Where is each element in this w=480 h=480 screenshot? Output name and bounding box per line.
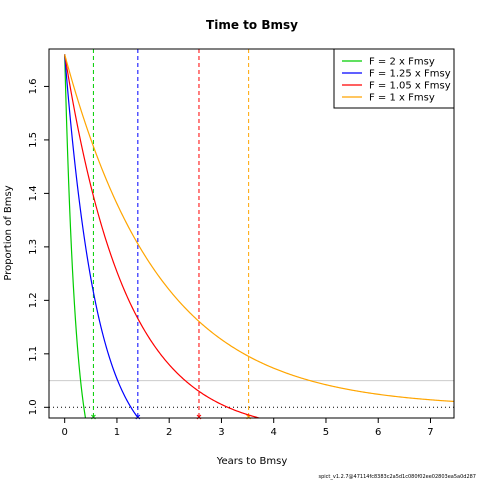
chart-title: Time to Bmsy bbox=[206, 18, 298, 32]
series-curves bbox=[64, 54, 454, 418]
y-tick-label: 1.5 bbox=[28, 132, 39, 148]
x-tick-label: 5 bbox=[323, 427, 329, 438]
x-tick-label: 2 bbox=[166, 427, 172, 438]
series-line bbox=[64, 54, 87, 418]
plot-frame bbox=[48, 48, 455, 419]
legend-box bbox=[333, 48, 455, 109]
legend-label: F = 1.05 x Fmsy bbox=[369, 81, 451, 92]
x-tick-label: 6 bbox=[375, 427, 381, 438]
x-tick-label: 3 bbox=[218, 427, 224, 438]
x-tick-label: 4 bbox=[271, 427, 277, 438]
series-line bbox=[64, 54, 139, 418]
x-tick-label: 7 bbox=[427, 427, 433, 438]
series-line bbox=[64, 54, 262, 418]
y-tick-label: 1.1 bbox=[28, 346, 39, 362]
y-tick-label: 1.3 bbox=[28, 239, 39, 255]
y-tick-label: 1.2 bbox=[28, 292, 39, 308]
x-axis: 0 1 2 3 4 5 6 7 bbox=[61, 418, 434, 438]
y-axis-title: Proportion of Bmsy bbox=[3, 185, 14, 280]
y-axis: 1.0 1.1 1.2 1.3 1.4 1.5 1.6 bbox=[28, 78, 49, 415]
series-line bbox=[64, 54, 454, 403]
time-to-bmsy-lines bbox=[91, 49, 251, 420]
x-tick-label: 1 bbox=[114, 427, 120, 438]
reference-lines bbox=[49, 380, 454, 408]
legend-label: F = 1.25 x Fmsy bbox=[369, 69, 451, 80]
footer-hash: spict_v1.2.7@47114fc8383c2a5d1c080f02ee0… bbox=[319, 474, 477, 480]
legend-label: F = 2 x Fmsy bbox=[369, 57, 435, 68]
legend-label: F = 1 x Fmsy bbox=[369, 93, 435, 104]
x-axis-title: Years to Bmsy bbox=[216, 456, 288, 467]
y-tick-label: 1.4 bbox=[28, 185, 39, 201]
y-tick-label: 1.0 bbox=[28, 399, 39, 415]
x-tick-label: 0 bbox=[61, 427, 67, 438]
y-tick-label: 1.6 bbox=[28, 78, 39, 94]
